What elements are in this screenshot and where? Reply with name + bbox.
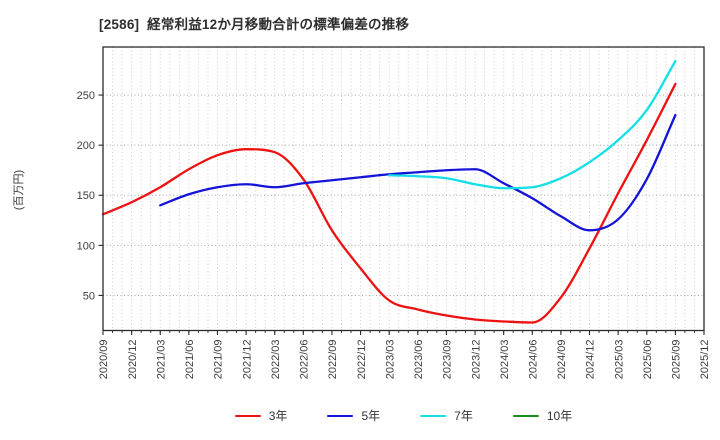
x-tick-label: 2022/06 <box>299 340 311 380</box>
legend-swatch-10年 <box>512 414 539 418</box>
plot-border <box>102 46 705 332</box>
legend-label-5年: 5年 <box>361 409 381 423</box>
x-tick-label: 2025/06 <box>642 340 654 380</box>
x-tick-label: 2022/03 <box>270 340 282 380</box>
y-tick-label: 150 <box>77 190 95 202</box>
x-tick-label: 2021/12 <box>241 340 253 380</box>
x-tick-label: 2025/12 <box>699 340 711 380</box>
x-tick-label: 2020/09 <box>98 340 110 380</box>
y-tick-label: 100 <box>77 240 95 252</box>
x-tick-label: 2021/09 <box>213 340 225 380</box>
y-tick-label: 200 <box>77 140 95 152</box>
legend-label-7年: 7年 <box>454 409 473 423</box>
series-line-5年 <box>159 113 677 232</box>
x-tick-label: 2023/09 <box>442 340 454 380</box>
x-tick-label: 2024/12 <box>585 340 597 380</box>
x-tick-label: 2023/06 <box>413 340 425 380</box>
legend-label-10年: 10年 <box>546 409 573 423</box>
series-line-7年 <box>388 59 677 190</box>
series-line-3年 <box>101 82 677 324</box>
x-tick-label: 2024/03 <box>499 340 511 380</box>
legend-item-3年: 3年 <box>234 409 288 423</box>
x-tick-label: 2023/03 <box>384 340 396 380</box>
legend-swatch-3年 <box>234 414 261 418</box>
x-tick-label: 2021/06 <box>184 340 196 380</box>
legend-swatch-7年 <box>420 414 447 418</box>
chart-title: [2586] 経常利益12か月移動合計の標準偏差の推移 <box>99 17 410 32</box>
x-tick-label: 2021/03 <box>155 340 167 380</box>
x-tick-label: 2025/03 <box>613 340 625 380</box>
x-tick-label: 2023/12 <box>470 340 482 380</box>
legend-swatch-5年 <box>327 414 354 418</box>
x-tick-label: 2024/06 <box>527 340 539 380</box>
legend-item-7年: 7年 <box>420 410 473 422</box>
legend-item-10年: 10年 <box>512 409 573 423</box>
x-tick-label: 2022/12 <box>356 340 368 380</box>
x-tick-label: 2025/09 <box>671 340 683 380</box>
legend-item-5年: 5年 <box>327 410 380 422</box>
x-tick-label: 2022/09 <box>327 340 339 380</box>
y-axis-label: (百万円) <box>13 170 25 210</box>
x-tick-label: 2020/12 <box>127 340 139 380</box>
y-tick-label: 50 <box>83 290 95 302</box>
legend-label-3年: 3年 <box>268 409 288 423</box>
x-tick-label: 2024/09 <box>556 340 568 380</box>
legend: 3年 5年 7年 10年 <box>103 405 704 427</box>
y-tick-label: 250 <box>77 90 95 102</box>
